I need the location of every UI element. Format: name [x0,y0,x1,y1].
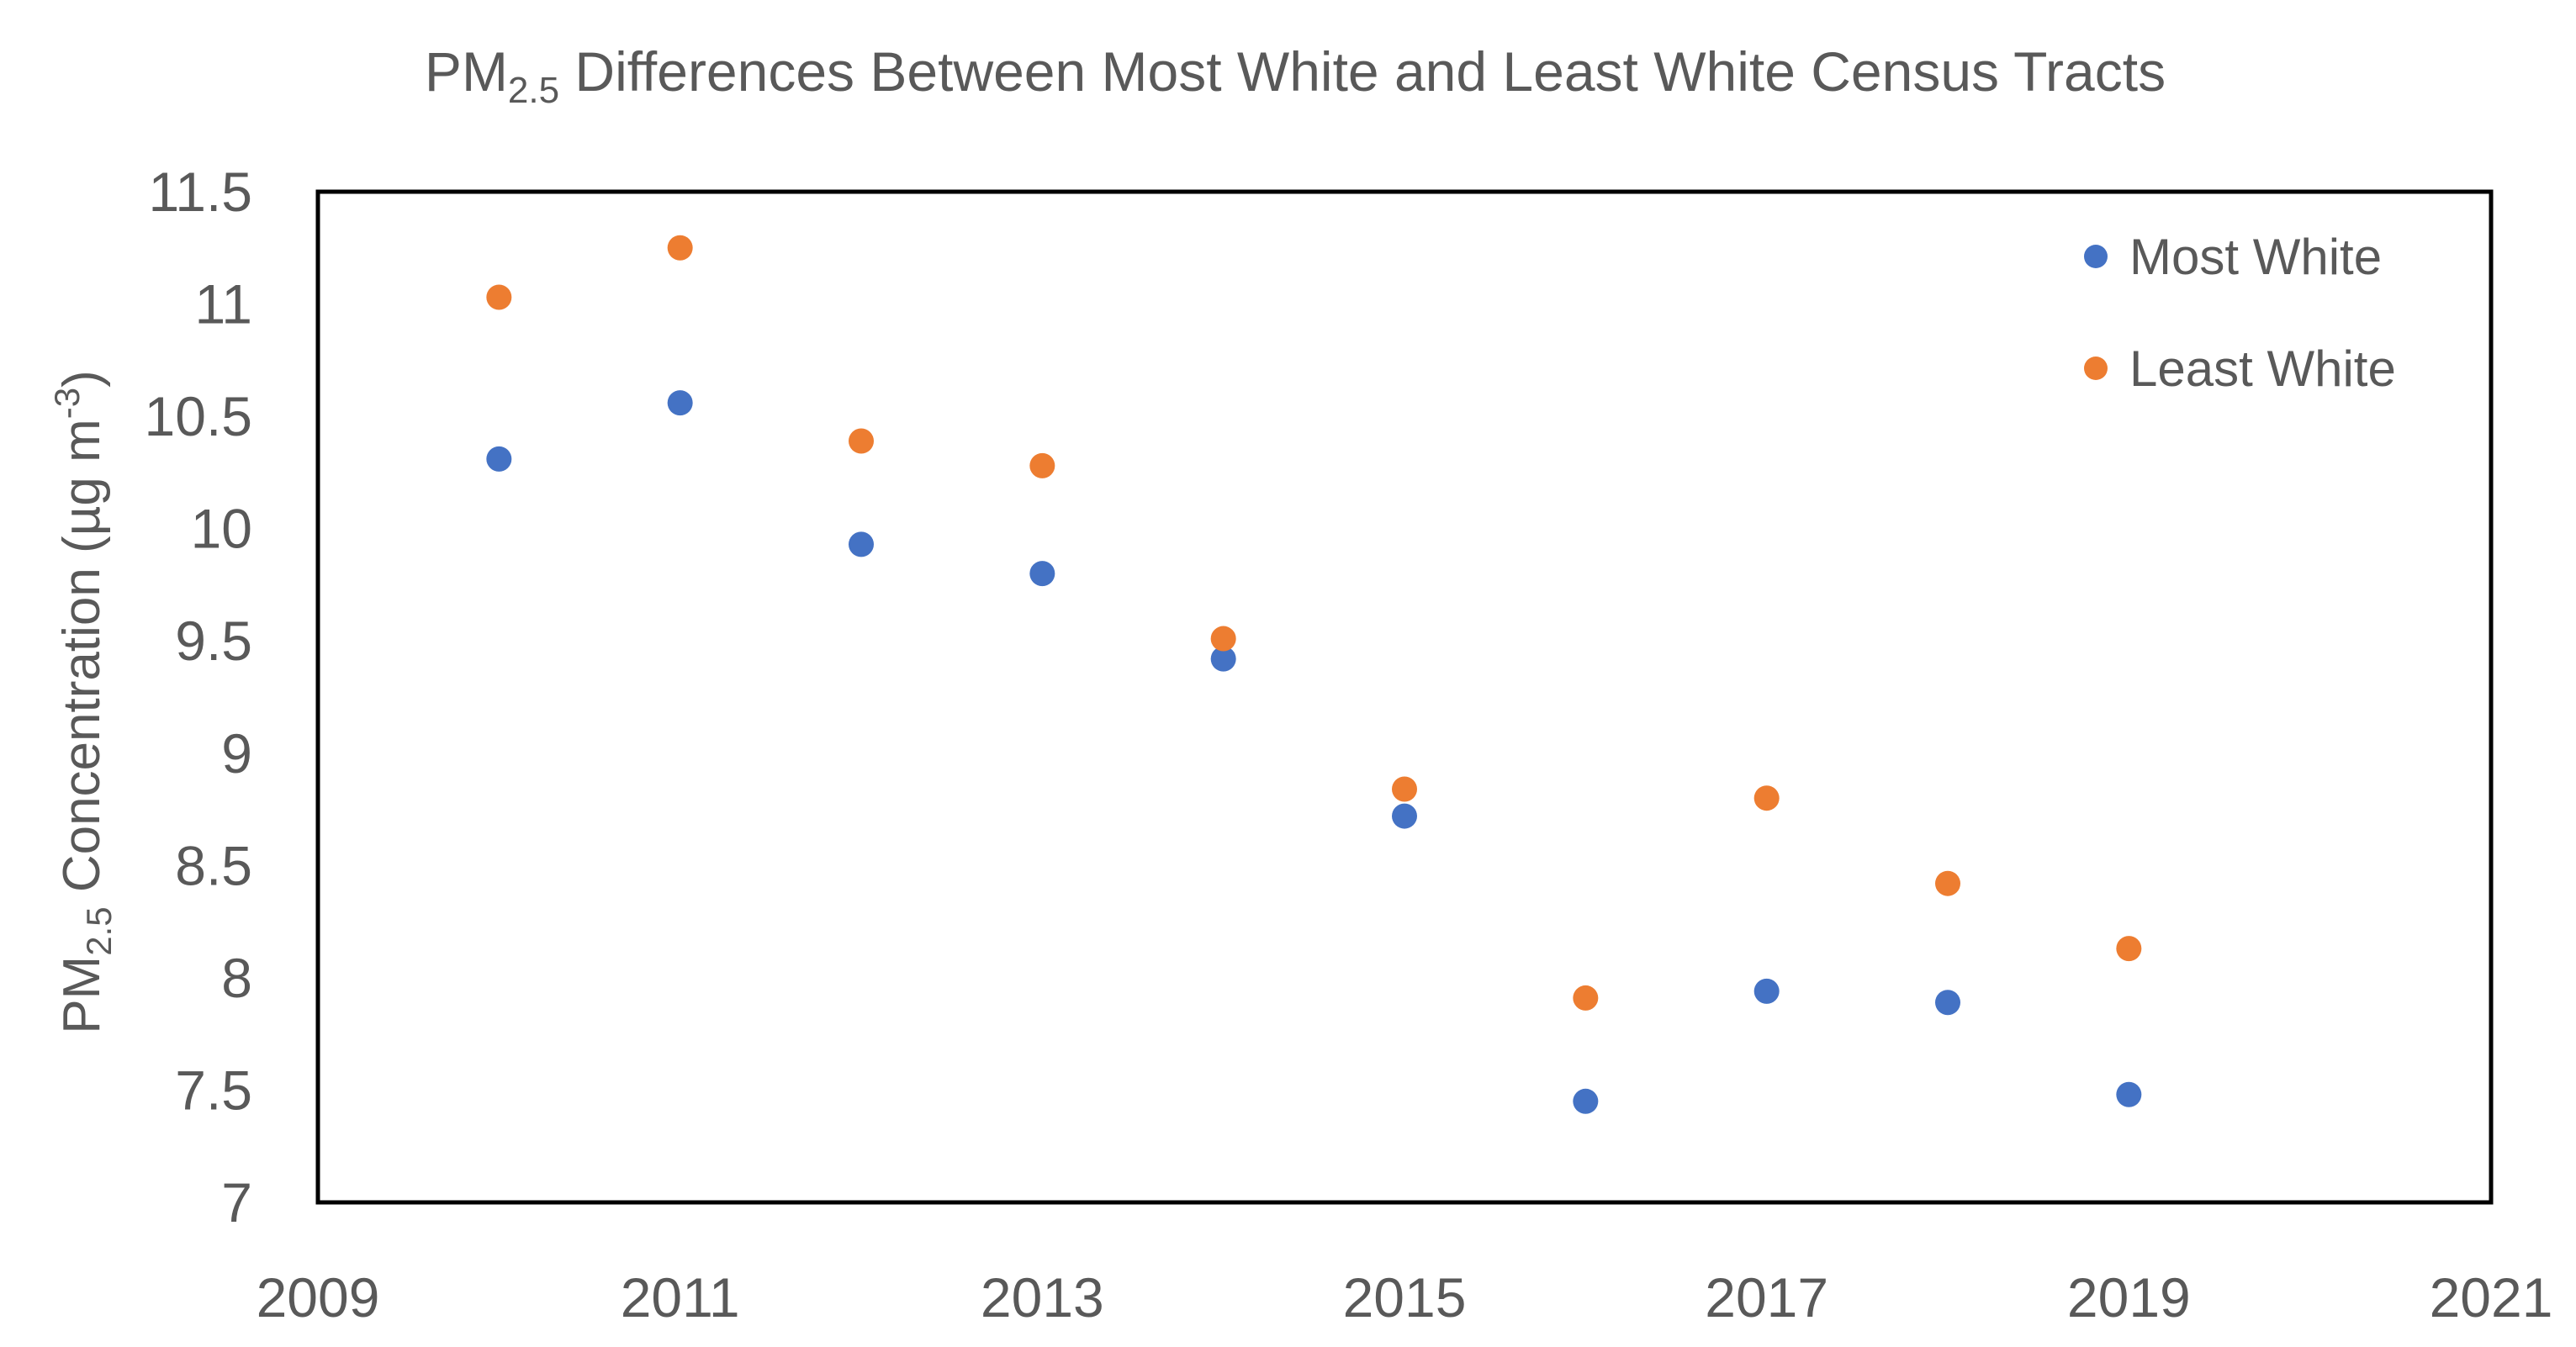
x-tick-label: 2013 [981,1266,1104,1329]
x-tick-label: 2011 [621,1266,740,1329]
legend-item: Most White [2084,229,2382,285]
data-point [1210,646,1236,672]
data-point [667,390,693,416]
legend-label: Least White [2129,341,2396,397]
data-points [486,235,2142,1114]
legend: Most White Least White [2084,229,2396,397]
legend-marker [2084,357,2108,380]
data-point [1029,561,1055,587]
data-point [1392,803,1417,829]
series-least-white [486,235,2142,1011]
y-tick-label: 7 [221,1171,252,1233]
x-tick-label: 2017 [1705,1266,1828,1329]
y-tick-label: 11.5 [148,161,252,223]
data-point [1935,990,1960,1016]
y-tick-label: 11 [194,273,252,335]
x-tick-label: 2015 [1343,1266,1467,1329]
y-tick-label: 8.5 [175,834,252,896]
x-tick-label: 2009 [257,1266,380,1329]
data-point [1753,785,1780,811]
data-point [486,446,512,472]
data-point [1392,776,1417,802]
data-point [1210,626,1236,652]
x-tick-label: 2019 [2067,1266,2191,1329]
y-tick-label: 9 [221,722,252,784]
y-axis-label-subscript: 2.5 [79,906,119,955]
data-point [1753,978,1780,1004]
data-point [2116,936,2142,962]
data-point [849,428,874,454]
data-point [849,531,874,557]
y-tick-label: 10.5 [145,385,252,447]
data-point [1573,1088,1599,1114]
legend-item: Least White [2084,341,2396,397]
data-point [667,235,693,261]
series-most-white [486,390,2142,1114]
data-point [2116,1081,2142,1107]
y-tick-label: 9.5 [175,610,252,672]
legend-label: Most White [2129,229,2382,285]
chart-title-prefix: PM [425,40,508,103]
y-axis-label-suffix: ) [53,370,111,388]
x-axis-tick-labels: 2009 2011 2013 2015 2017 2019 2021 [257,1266,2553,1329]
y-axis-label: PM2.5 Concentration (µg m-3) [47,370,119,1034]
chart-title: PM2.5 Differences Between Most White and… [425,40,2166,111]
data-point [1935,870,1960,896]
data-point [1029,452,1055,478]
y-axis-label-superscript: -3 [47,388,87,419]
y-tick-label: 10 [191,498,252,560]
chart-title-rest: Differences Between Most White and Least… [559,40,2166,103]
data-point [1573,985,1599,1011]
y-axis-tick-labels: 7 7.5 8 8.5 9 9.5 10 10.5 11 11.5 [145,161,252,1233]
chart-title-subscript: 2.5 [508,70,559,111]
y-axis-label-prefix: PM [53,956,111,1034]
y-axis-label-middle: Concentration (µg m [53,419,111,906]
y-tick-label: 7.5 [175,1059,252,1121]
legend-marker [2084,245,2108,268]
plot-area-border [315,189,2494,1205]
data-point [486,284,512,310]
y-tick-label: 8 [221,947,252,1009]
x-tick-label: 2021 [2430,1266,2553,1329]
